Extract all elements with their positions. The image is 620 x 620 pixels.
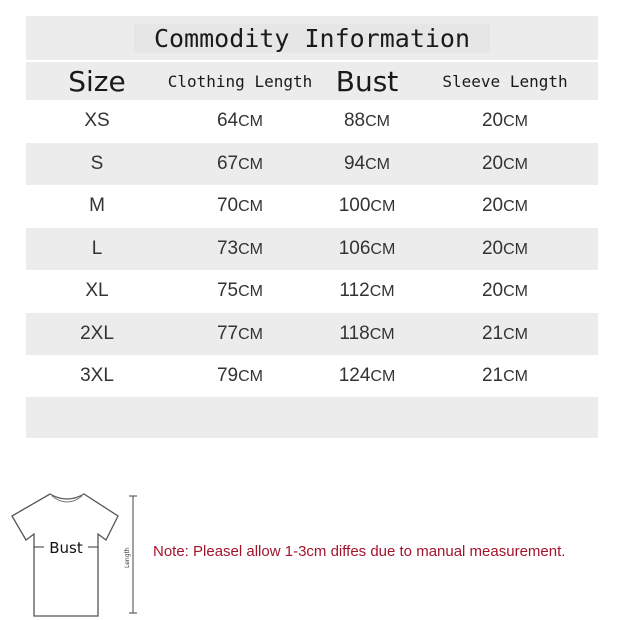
unit: CM <box>503 198 529 215</box>
measure-cell: 100CM <box>339 195 396 217</box>
value: 20 <box>481 152 504 174</box>
measure-cell: 73CM <box>217 238 263 260</box>
unit: CM <box>238 198 264 215</box>
measurement-note: Note: Pleasel allow 1-3cm diffes due to … <box>153 543 566 560</box>
measure-cell: 20CM <box>482 195 528 217</box>
table-header: Size Clothing Length Bust Sleeve Length <box>26 62 598 100</box>
table-row: M 70CM 100CM 20CM <box>26 185 598 227</box>
unit: CM <box>503 283 529 300</box>
value: 106 <box>338 237 371 259</box>
size-cell: XL <box>85 280 109 301</box>
value: 20 <box>481 110 504 131</box>
measure-cell: 20CM <box>482 280 528 302</box>
unit: CM <box>503 240 529 258</box>
value: 94 <box>343 152 366 174</box>
measure-cell: 77CM <box>217 323 263 345</box>
measure-cell: 112CM <box>339 280 394 302</box>
size-cell: S <box>90 152 104 174</box>
value: 21 <box>481 322 504 344</box>
table-title: Commodity Information <box>26 16 598 60</box>
table-row: S 67CM 94CM 20CM <box>26 142 598 185</box>
header-bust: Bust <box>335 64 399 98</box>
size-cell: M <box>89 195 105 216</box>
size-cell: L <box>91 237 103 259</box>
measure-cell: 67CM <box>217 153 263 175</box>
size-cell: 2XL <box>80 322 114 344</box>
measure-cell: 88CM <box>344 110 390 132</box>
table-row: L 73CM 106CM 20CM <box>26 227 598 270</box>
table-row: 3XL 79CM 124CM 21CM <box>26 355 598 397</box>
unit: CM <box>369 283 395 300</box>
header-size: Size <box>68 64 126 98</box>
empty-row <box>26 397 598 438</box>
measure-cell: 21CM <box>482 365 528 387</box>
unit: CM <box>370 368 396 385</box>
measure-cell: 20CM <box>482 110 528 132</box>
measure-cell: 124CM <box>339 365 396 387</box>
length-label: Length <box>124 547 131 568</box>
value: 20 <box>481 280 504 301</box>
measure-cell: 79CM <box>217 365 263 387</box>
unit: CM <box>369 325 395 343</box>
value: 64 <box>216 110 239 131</box>
value: 100 <box>338 195 371 216</box>
value: 20 <box>481 195 504 216</box>
bust-label: Bust <box>49 539 83 557</box>
unit: CM <box>238 113 264 130</box>
value: 21 <box>481 365 504 386</box>
value: 67 <box>216 152 239 174</box>
unit: CM <box>238 155 264 173</box>
value: 77 <box>216 322 239 344</box>
value: 70 <box>216 195 239 216</box>
measure-cell: 70CM <box>217 195 263 217</box>
unit: CM <box>503 325 529 343</box>
value: 88 <box>343 110 366 131</box>
header-sleeve-length: Sleeve Length <box>442 71 568 91</box>
tshirt-diagram: Bust Length <box>11 493 137 617</box>
measure-cell: 20CM <box>482 153 528 175</box>
value: 20 <box>481 237 504 259</box>
unit: CM <box>238 368 264 385</box>
unit: CM <box>238 283 264 300</box>
size-cell: XS <box>84 110 110 131</box>
measure-cell: 106CM <box>339 238 396 260</box>
measure-cell: 94CM <box>344 153 390 175</box>
table-row: 2XL 77CM 118CM 21CM <box>26 312 598 355</box>
value: 112 <box>339 280 370 301</box>
unit: CM <box>503 368 529 385</box>
value: 79 <box>216 365 239 386</box>
header-clothing-length: Clothing Length <box>167 71 313 91</box>
measure-cell: 20CM <box>482 238 528 260</box>
value: 73 <box>216 237 239 259</box>
value: 75 <box>216 280 239 301</box>
measure-cell: 21CM <box>482 323 528 345</box>
table-row: XS 64CM 88CM 20CM <box>26 100 598 142</box>
tshirt-outline <box>11 493 119 617</box>
value: 118 <box>339 322 370 344</box>
unit: CM <box>370 198 396 215</box>
measure-cell: 75CM <box>217 280 263 302</box>
unit: CM <box>503 155 529 173</box>
unit: CM <box>503 113 529 130</box>
unit: CM <box>365 155 391 173</box>
unit: CM <box>370 240 396 258</box>
unit: CM <box>365 113 391 130</box>
size-cell: 3XL <box>80 365 114 386</box>
unit: CM <box>238 325 264 343</box>
measure-cell: 118CM <box>339 323 394 345</box>
unit: CM <box>238 240 264 258</box>
value: 124 <box>338 365 371 386</box>
table-row: XL 75CM 112CM 20CM <box>26 270 598 312</box>
measure-cell: 64CM <box>217 110 263 132</box>
